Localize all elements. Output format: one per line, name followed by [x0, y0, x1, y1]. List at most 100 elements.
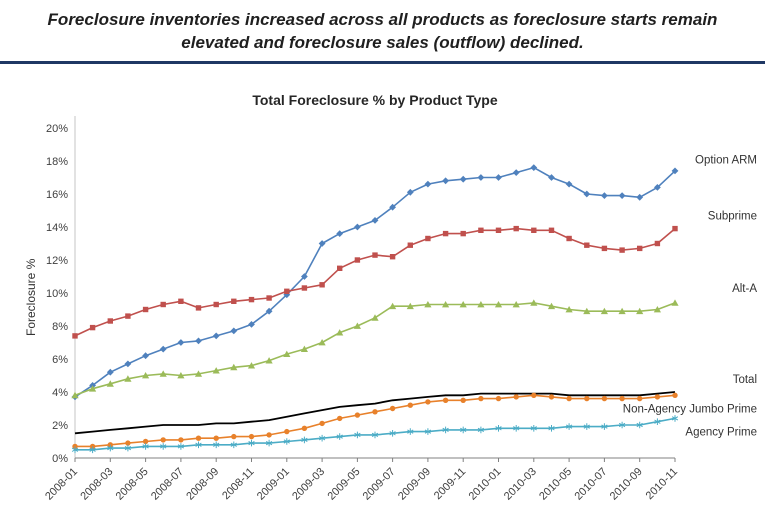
marker-circle-non-agency-jumbo-prime: [442, 397, 449, 403]
marker-diamond-option-arm: [512, 169, 520, 176]
marker-triangle-alt-a: [494, 301, 503, 308]
marker-diamond-option-arm: [106, 368, 114, 376]
marker-triangle-alt-a: [142, 372, 150, 379]
marker-triangle-alt-a: [177, 372, 185, 379]
marker-square-subprime: [107, 318, 113, 324]
marker-circle-non-agency-jumbo-prime: [142, 438, 149, 445]
marker-diamond-option-arm: [477, 174, 485, 181]
marker-triangle-alt-a: [459, 301, 467, 308]
marker-asterisk-agency-prime: [354, 431, 361, 439]
marker-diamond-option-arm: [671, 167, 679, 175]
marker-circle-non-agency-jumbo-prime: [513, 394, 519, 400]
marker-asterisk-agency-prime: [654, 418, 661, 425]
marker-diamond-option-arm: [583, 190, 591, 198]
marker-asterisk-agency-prime: [636, 421, 643, 429]
marker-diamond-option-arm: [159, 345, 167, 353]
marker-asterisk-agency-prime: [248, 439, 255, 447]
marker-square-subprime: [248, 296, 255, 303]
marker-circle-non-agency-jumbo-prime: [672, 392, 678, 398]
marker-diamond-option-arm: [424, 180, 432, 188]
marker-diamond-option-arm: [265, 307, 273, 315]
series-label-alt-a: Alt-A: [732, 283, 757, 295]
marker-square-subprime: [72, 333, 78, 339]
marker-diamond-option-arm: [565, 180, 573, 188]
chart-title: Total Foreclosure % by Product Type: [252, 92, 498, 108]
marker-circle-non-agency-jumbo-prime: [248, 433, 255, 440]
series-label-non-agency-jumbo-prime: Non-Agency Jumbo Prime: [623, 404, 757, 416]
headline: Foreclosure inventories increased across…: [0, 0, 765, 56]
marker-asterisk-agency-prime: [107, 444, 114, 452]
marker-diamond-option-arm: [618, 192, 626, 199]
x-tick-label: 2009-11: [432, 466, 468, 502]
marker-square-subprime: [654, 240, 661, 247]
marker-circle-non-agency-jumbo-prime: [548, 394, 555, 400]
marker-square-subprime: [319, 282, 325, 288]
marker-triangle-alt-a: [336, 329, 344, 336]
marker-diamond-option-arm: [495, 174, 502, 181]
marker-circle-non-agency-jumbo-prime: [195, 435, 202, 441]
series-line-option-arm: [74, 166, 676, 398]
x-tick-label: 2010-05: [537, 466, 574, 503]
marker-square-subprime: [389, 254, 396, 260]
marker-square-subprime: [142, 306, 149, 313]
marker-circle-non-agency-jumbo-prime: [372, 409, 378, 415]
marker-asterisk-agency-prime: [513, 425, 520, 432]
headline-line-1: Foreclosure inventories increased across…: [47, 10, 718, 29]
marker-square-subprime: [425, 235, 431, 242]
y-tick-label: 12%: [46, 255, 68, 267]
marker-circle-non-agency-jumbo-prime: [89, 443, 96, 450]
y-tick-label: 14%: [46, 222, 68, 234]
marker-square-subprime: [178, 298, 184, 304]
marker-triangle-alt-a: [124, 375, 132, 382]
x-tick-label: 2008-09: [184, 466, 221, 503]
x-tick-label: 2010-11: [644, 466, 680, 502]
marker-circle-non-agency-jumbo-prime: [407, 402, 413, 408]
series-line-total: [74, 391, 676, 435]
marker-diamond-option-arm: [354, 223, 361, 231]
y-tick-label: 6%: [52, 354, 68, 366]
marker-triangle-alt-a: [477, 301, 485, 308]
marker-asterisk-agency-prime: [601, 423, 608, 430]
marker-square-subprime: [531, 227, 537, 233]
x-tick-label: 2009-01: [255, 466, 292, 503]
marker-diamond-option-arm: [248, 321, 255, 328]
marker-diamond-option-arm: [142, 352, 149, 360]
marker-triangle-alt-a: [300, 345, 308, 352]
marker-asterisk-agency-prime: [89, 446, 96, 454]
marker-triangle-alt-a: [247, 362, 256, 369]
marker-circle-non-agency-jumbo-prime: [125, 440, 131, 446]
marker-diamond-option-arm: [548, 174, 555, 181]
x-tick-label: 2010-01: [467, 466, 504, 503]
y-tick-label: 20%: [46, 123, 68, 135]
marker-circle-non-agency-jumbo-prime: [425, 399, 431, 405]
marker-triangle-alt-a: [353, 322, 361, 329]
marker-circle-non-agency-jumbo-prime: [584, 395, 590, 402]
marker-triangle-alt-a: [230, 363, 238, 371]
marker-square-subprime: [566, 235, 572, 242]
x-tick-label: 2010-07: [572, 466, 609, 503]
marker-asterisk-agency-prime: [671, 415, 679, 422]
marker-diamond-option-arm: [230, 327, 238, 335]
marker-circle-non-agency-jumbo-prime: [637, 395, 643, 402]
marker-asterisk-agency-prime: [124, 444, 132, 452]
marker-asterisk-agency-prime: [336, 433, 343, 440]
marker-circle-non-agency-jumbo-prime: [72, 443, 78, 450]
marker-circle-non-agency-jumbo-prime: [213, 435, 219, 441]
y-tick-label: 0%: [52, 453, 68, 465]
marker-square-subprime: [266, 295, 272, 301]
marker-square-subprime: [354, 257, 361, 263]
x-tick-label: 2008-07: [149, 466, 186, 503]
y-tick-label: 8%: [52, 321, 68, 333]
marker-asterisk-agency-prime: [424, 428, 432, 435]
marker-triangle-alt-a: [442, 301, 450, 308]
marker-diamond-option-arm: [406, 188, 414, 196]
marker-square-subprime: [284, 288, 290, 294]
x-tick-label: 2009-05: [325, 466, 362, 503]
marker-asterisk-agency-prime: [495, 425, 502, 432]
marker-triangle-alt-a: [618, 307, 626, 315]
headline-line-2: elevated and foreclosure sales (outflow)…: [181, 33, 584, 52]
marker-circle-non-agency-jumbo-prime: [619, 395, 625, 402]
marker-diamond-option-arm: [654, 184, 661, 191]
marker-circle-non-agency-jumbo-prime: [266, 432, 272, 438]
marker-square-subprime: [301, 285, 308, 291]
